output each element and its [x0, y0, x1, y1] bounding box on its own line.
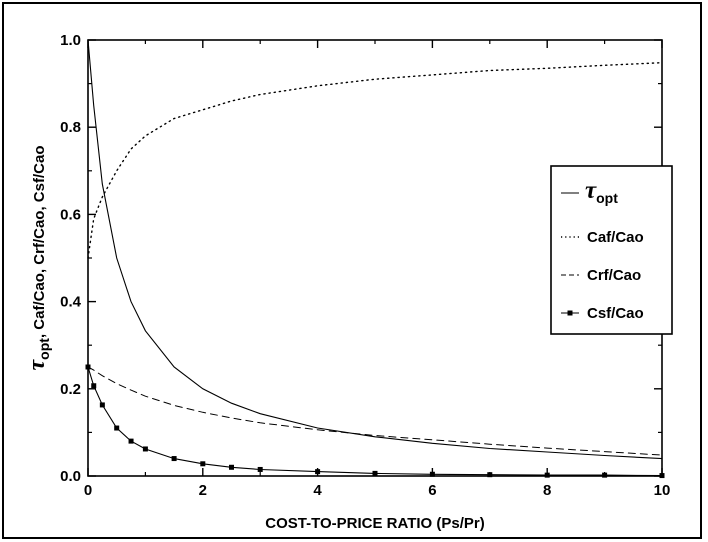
chart-svg: 0 2 4 6 8 10 0.0 0.2 0.4 0.6 0.8 1.0 COST-TO-PRICE …: [24, 32, 673, 532]
y-tick-label: 0.6: [60, 206, 81, 223]
y-axis-title-subscript: opt: [36, 338, 52, 360]
series-marker: [128, 438, 134, 444]
y-tick-label: 0.0: [60, 468, 81, 485]
x-tick-label: 2: [199, 482, 207, 499]
x-tick-label: 4: [313, 482, 322, 499]
legend-box: [550, 165, 673, 335]
series-marker: [114, 425, 120, 431]
legend: τopt Caf/Cao Crf/Cao Csf/Cao: [550, 165, 673, 335]
series-marker: [171, 456, 177, 462]
series-marker: [142, 446, 148, 452]
y-tick-label: 0.8: [60, 119, 81, 136]
chart-frame: 0 2 4 6 8 10 0.0 0.2 0.4 0.6 0.8 1.0 COST-TO-PRICE …: [2, 2, 702, 539]
y-tick-label: 0.4: [60, 294, 82, 311]
y-axis-title-rest: , Caf/Cao, Crf/Cao, Csf/Cao: [31, 146, 48, 339]
tick-layer: 0 2 4 6 8 10 0.0 0.2 0.4 0.6 0.8 1.0: [60, 32, 670, 499]
series-layer: [85, 39, 665, 479]
legend-label-symbol: τ: [585, 177, 597, 204]
series-line-2: [87, 62, 663, 259]
x-tick-label: 8: [543, 482, 551, 499]
x-axis-title: COST-TO-PRICE RATIO (Ps/Pr): [265, 515, 484, 532]
x-tick-label: 6: [428, 482, 436, 499]
legend-label: Caf/Cao: [587, 229, 644, 246]
legend-items: τopt Caf/Cao Crf/Cao Csf/Cao: [561, 177, 644, 322]
series-marker: [229, 464, 234, 470]
y-tick-label: 1.0: [60, 32, 81, 49]
series-marker: [99, 402, 105, 408]
y-axis-title: τopt, Caf/Cao, Crf/Cao, Csf/Cao: [24, 146, 52, 371]
x-tick-label: 10: [654, 482, 671, 499]
series-marker: [200, 461, 206, 467]
series-marker: [257, 466, 263, 472]
legend-label: Csf/Cao: [587, 305, 644, 322]
y-tick-label: 0.2: [60, 381, 81, 398]
y-axis-title-symbol: τ: [24, 358, 50, 370]
legend-label: Crf/Cao: [587, 267, 641, 284]
series-line-3: [87, 366, 663, 456]
x-tick-label: 0: [84, 482, 92, 499]
series-line-1: [87, 39, 663, 460]
legend-marker: [567, 310, 573, 316]
legend-label: τopt: [585, 177, 618, 206]
legend-label-subscript: opt: [596, 190, 618, 206]
series-marker: [91, 383, 97, 389]
